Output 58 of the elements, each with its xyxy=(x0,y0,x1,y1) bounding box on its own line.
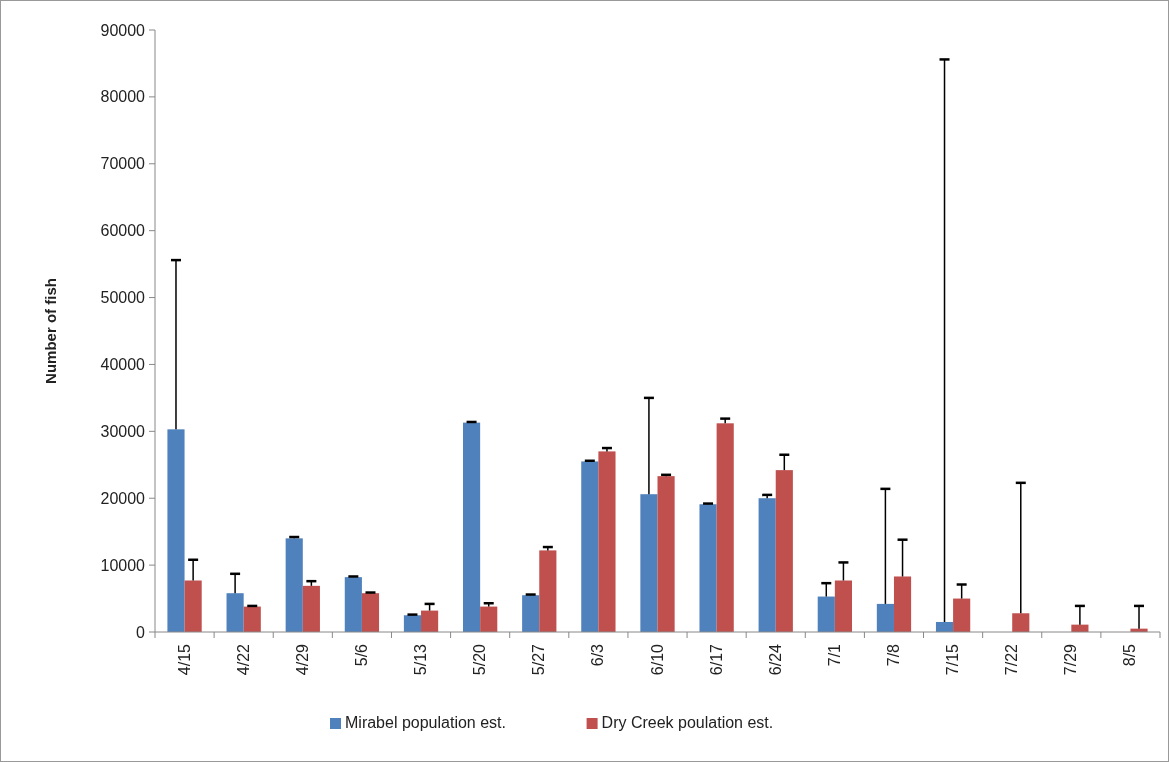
bar xyxy=(893,576,912,632)
y-tick-label: 40000 xyxy=(100,356,146,374)
bar xyxy=(167,429,185,632)
x-tick-label: 6/17 xyxy=(707,643,725,676)
bar xyxy=(243,606,261,632)
bar xyxy=(403,615,422,632)
x-tick-label: 6/10 xyxy=(648,643,666,676)
x-tick-label: 4/22 xyxy=(234,643,252,676)
y-tick-label: 30000 xyxy=(100,422,146,440)
bar xyxy=(1012,613,1030,632)
x-tick-label: 8/5 xyxy=(1121,643,1139,667)
bar xyxy=(817,596,835,632)
x-tick-label: 5/27 xyxy=(530,643,548,676)
x-tick-label: 6/24 xyxy=(766,643,784,676)
x-tick-label: 7/29 xyxy=(1062,643,1080,676)
y-tick-label: 20000 xyxy=(100,489,146,507)
bar xyxy=(539,550,557,632)
bar xyxy=(361,593,380,632)
y-tick-label: 60000 xyxy=(100,222,146,240)
x-tick-label: 4/15 xyxy=(175,643,193,676)
bar xyxy=(876,603,894,632)
bar xyxy=(421,610,439,632)
y-axis-title: Number of fish xyxy=(42,278,59,384)
bar xyxy=(581,461,599,632)
y-tick-label: 10000 xyxy=(100,556,146,574)
x-tick-label: 5/6 xyxy=(352,643,370,667)
legend-label: Mirabel population est. xyxy=(345,714,506,731)
bar xyxy=(834,580,852,632)
x-tick-label: 7/1 xyxy=(825,643,843,667)
bar xyxy=(758,498,776,632)
y-tick-label: 70000 xyxy=(100,155,146,173)
bar xyxy=(522,595,540,632)
bar xyxy=(598,451,616,632)
x-tick-label: 7/22 xyxy=(1003,643,1021,676)
x-tick-label: 6/3 xyxy=(589,643,607,667)
y-tick-label: 80000 xyxy=(100,88,146,106)
y-tick-label: 50000 xyxy=(100,289,146,307)
x-tick-label: 5/13 xyxy=(412,643,430,676)
bar xyxy=(463,422,481,632)
y-tick-label: 90000 xyxy=(100,21,146,39)
bar xyxy=(699,504,717,632)
bar xyxy=(344,577,362,632)
bar xyxy=(184,580,202,632)
x-tick-label: 7/8 xyxy=(884,643,902,667)
x-tick-label: 7/15 xyxy=(944,643,962,676)
bar xyxy=(302,585,320,632)
bar xyxy=(226,593,244,632)
x-tick-label: 4/29 xyxy=(293,643,311,676)
bar xyxy=(716,423,734,632)
bar xyxy=(657,476,675,632)
legend-label: Dry Creek poulation est. xyxy=(601,714,774,731)
bar xyxy=(285,538,303,632)
bar xyxy=(480,606,498,632)
y-tick-label: 0 xyxy=(136,623,146,641)
bar xyxy=(953,598,971,632)
bar xyxy=(640,494,658,632)
bar xyxy=(775,470,793,632)
x-tick-label: 5/20 xyxy=(471,643,489,676)
